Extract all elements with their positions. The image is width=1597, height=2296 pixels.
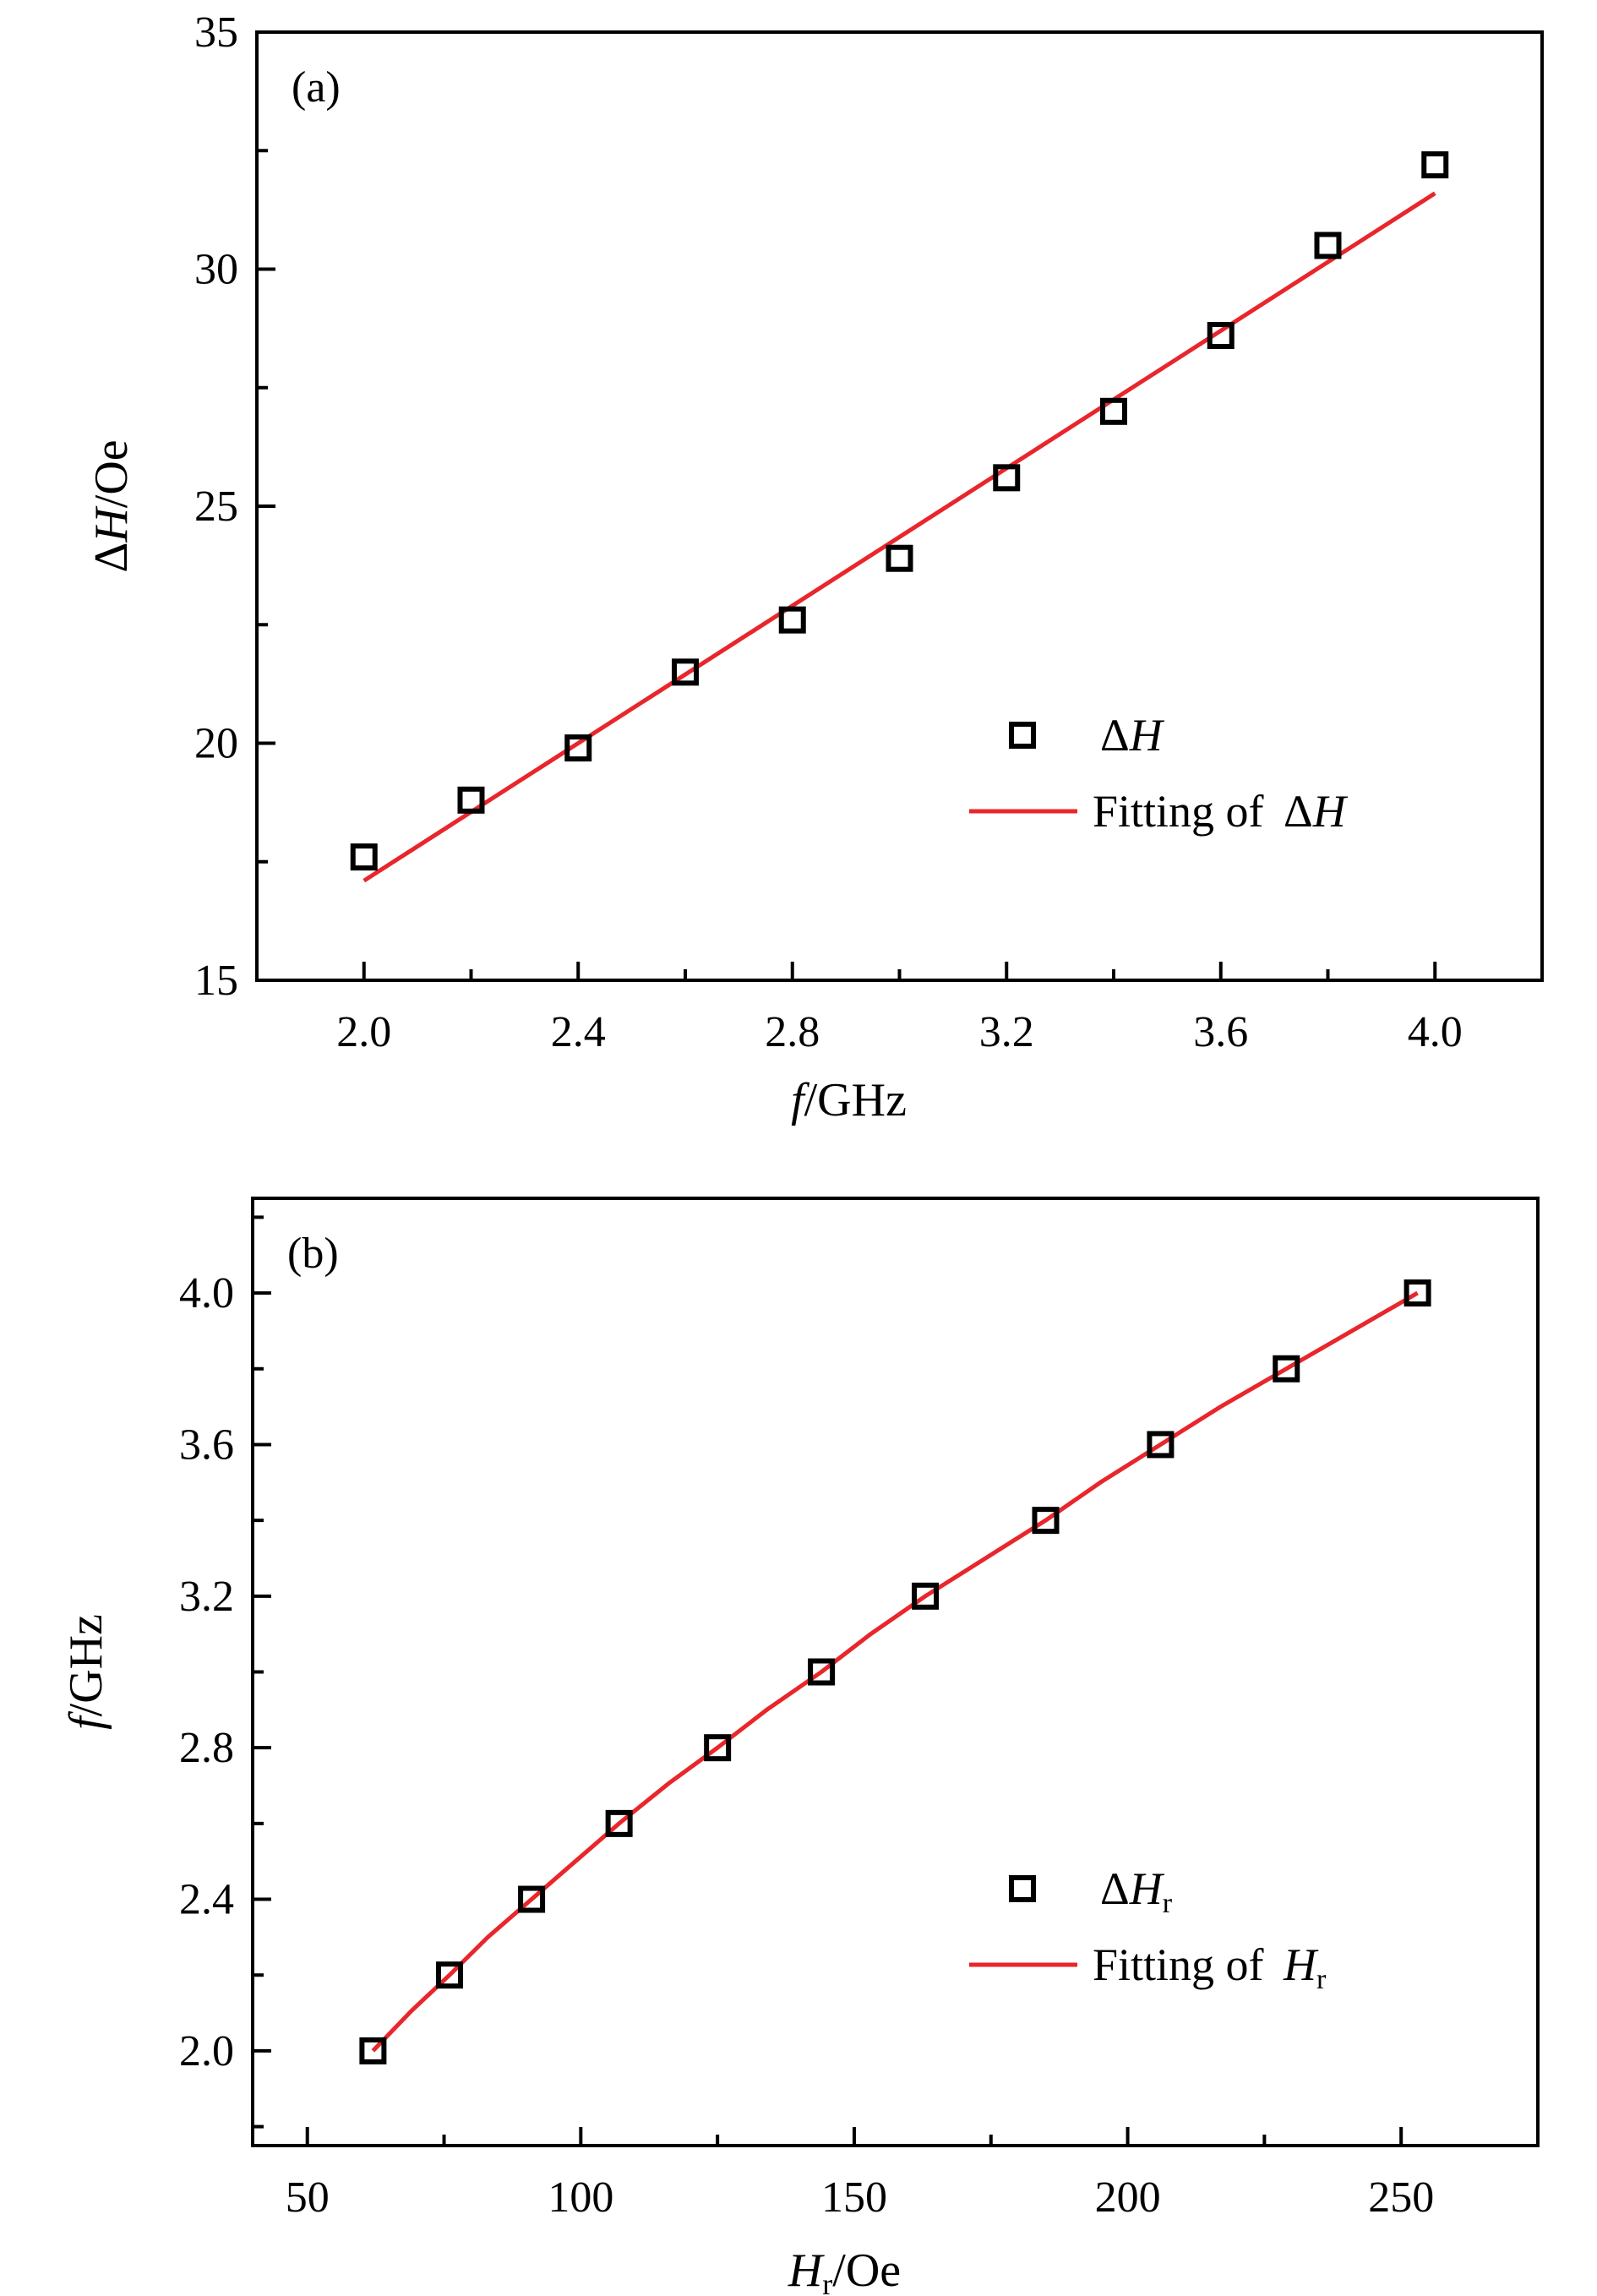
data-point: [350, 843, 378, 871]
data-point: [564, 734, 592, 762]
data-point: [605, 1809, 633, 1837]
legend-delta: Δ: [1284, 786, 1313, 837]
x-tick-label: 4.0: [1408, 1008, 1463, 1056]
legend-fit-text: Fitting of: [1093, 786, 1275, 837]
data-point: [886, 544, 913, 572]
y-tick-label: 25: [194, 483, 238, 531]
legend-sub: r: [1316, 1964, 1327, 1995]
y-tick-label: 35: [194, 8, 238, 57]
x-axis-title-unit: /GHz: [804, 1074, 907, 1126]
x-tick-label: 3.2: [979, 1008, 1034, 1056]
x-axis-title-var: H: [788, 2244, 825, 2296]
y-axis-title-var: H: [85, 506, 138, 543]
x-axis-title: Hr/Oe: [788, 2244, 901, 2296]
data-point: [1100, 397, 1127, 425]
panel-label: (a): [292, 63, 341, 112]
x-tick-label: 2.8: [765, 1008, 820, 1056]
y-axis-title-delta: Δ: [85, 543, 138, 573]
legend-label-markers: ΔH: [1100, 710, 1165, 761]
y-tick-label: 3.6: [179, 1421, 234, 1469]
plot-frame: [251, 1197, 1540, 2147]
x-tick-label: 100: [548, 2173, 613, 2222]
fit-line: [362, 191, 1436, 883]
data-point: [808, 1658, 836, 1686]
panel-label: (b): [287, 1230, 339, 1278]
x-tick-label: 3.6: [1193, 1008, 1248, 1056]
chart-panel-b: 50 100 150 200 250 2.0 2.4 2.8 3.2 3.6 4.0 Hr/Oe f/G…: [60, 1197, 1540, 2296]
legend-marker-swatch: [1009, 1875, 1036, 1902]
x-tick-label: 50: [286, 2173, 330, 2222]
legend-label-markers: ΔHr: [1100, 1863, 1173, 1919]
x-tick-label: 250: [1368, 2173, 1434, 2222]
y-tick-label: 2.8: [179, 1724, 234, 1772]
data-point: [1032, 1507, 1060, 1535]
data-point: [1207, 322, 1235, 350]
data-point: [1147, 1431, 1175, 1459]
x-tick-label: 150: [821, 2173, 887, 2222]
y-tick-label: 30: [194, 246, 238, 294]
y-axis-title: f/GHz: [60, 1614, 112, 1730]
y-tick-label: 15: [194, 957, 238, 1005]
legend-fit-text: Fitting of: [1093, 1939, 1275, 1990]
data-point: [704, 1734, 732, 1762]
legend-label-fit: Fitting of ΔH: [1093, 786, 1349, 837]
data-point: [359, 2037, 387, 2064]
legend-var: H: [1312, 786, 1349, 837]
legend-sub: r: [1163, 1888, 1173, 1919]
data-point: [1421, 151, 1449, 179]
data-point: [1273, 1355, 1300, 1383]
legend-var: H: [1129, 1863, 1165, 1914]
plot-frame: [255, 30, 1544, 982]
y-axis-title-unit: /Oe: [85, 439, 138, 508]
data-point: [457, 786, 485, 814]
data-point: [912, 1582, 940, 1610]
x-tick-label: 200: [1095, 2173, 1161, 2222]
x-tick-label: 2.0: [336, 1008, 391, 1056]
data-point: [518, 1885, 546, 1913]
y-tick-label: 2.0: [179, 2027, 234, 2075]
legend-label-fit: Fitting of Hr: [1093, 1939, 1327, 1995]
data-point: [1404, 1279, 1431, 1307]
fit-line: [371, 1290, 1419, 2053]
data-point: [436, 1961, 464, 1989]
data-point: [672, 658, 699, 686]
y-tick-label: 4.0: [179, 1269, 234, 1317]
data-point: [778, 606, 806, 634]
legend-delta: Δ: [1100, 1863, 1130, 1914]
y-tick-label: 3.2: [179, 1573, 234, 1621]
legend-var: H: [1283, 1939, 1319, 1990]
x-axis-title: f/GHz: [791, 1074, 907, 1126]
chart-panel-a: 2.0 2.4 2.8 3.2 3.6 4.01520253035f/GHzΔH/Oe(a…: [85, 8, 1544, 1126]
x-axis-title-unit: /Oe: [832, 2244, 901, 2296]
legend-delta: Δ: [1100, 710, 1130, 761]
data-point: [993, 464, 1021, 492]
y-tick-label: 20: [194, 720, 238, 768]
x-axis-title-sub: r: [822, 2267, 832, 2296]
y-axis-title-unit: /GHz: [60, 1614, 112, 1716]
y-tick-label: 2.4: [179, 1876, 234, 1924]
y-axis-title: ΔH/Oe: [85, 439, 138, 572]
legend-marker-swatch: [1009, 722, 1036, 749]
legend-var: H: [1129, 710, 1165, 761]
data-point: [1314, 232, 1342, 259]
x-tick-label: 2.4: [551, 1008, 606, 1056]
